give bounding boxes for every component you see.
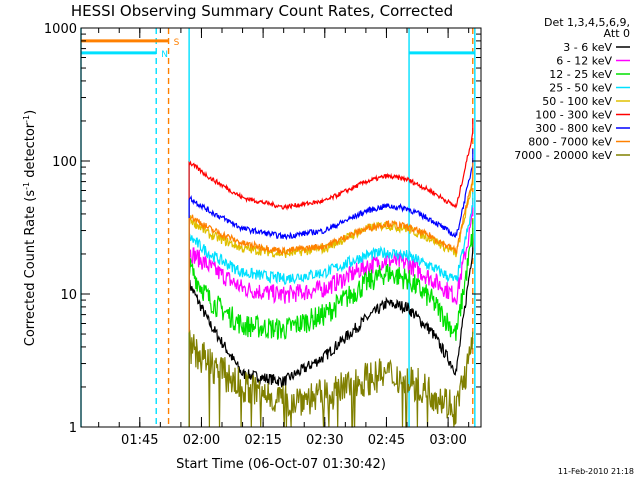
x-tick-label: 03:00 [429, 433, 466, 448]
x-tick-label: 02:15 [244, 433, 281, 448]
flag-label-0: S [174, 38, 180, 48]
legend-label-0: 3 - 6 keV [563, 41, 612, 54]
series-line-2 [188, 219, 474, 427]
legend-label-5: 100 - 300 keV [535, 109, 612, 122]
legend-label-7: 800 - 7000 keV [528, 136, 612, 149]
legend-label-2: 12 - 25 keV [549, 68, 612, 81]
legend-label-3: 25 - 50 keV [549, 82, 612, 95]
legend-label-1: 6 - 12 keV [556, 55, 612, 68]
series-line-6 [188, 148, 474, 427]
y-tick-label: 1 [69, 421, 77, 436]
x-tick-label: 02:45 [368, 433, 405, 448]
axes: 1 10 100 1000 01:45 02:00 02:15 02:30 02:45 03:00 [44, 22, 482, 448]
y-tick-label: 100 [52, 155, 77, 170]
series-line-1 [188, 201, 474, 427]
x-tick-label: 02:00 [183, 433, 220, 448]
y-axis-label: Corrected Count Rate (s-1 detector-1) [22, 110, 38, 346]
flag-label-1: N [161, 50, 168, 60]
legend-header-1: Det 1,3,4,5,6,9, [544, 16, 630, 29]
chart-title: HESSI Observing Summary Count Rates, Cor… [71, 2, 453, 20]
timestamp: 11-Feb-2010 21:18 [558, 467, 634, 476]
legend-label-6: 300 - 800 keV [535, 122, 612, 135]
x-axis-label: Start Time (06-Oct-07 01:30:42) [176, 457, 386, 472]
y-tick-label: 1000 [44, 22, 77, 37]
plot-area: SN [80, 28, 476, 428]
y-tick-label: 10 [60, 288, 77, 303]
legend-label-4: 50 - 100 keV [542, 95, 612, 108]
x-tick-label: 02:30 [306, 433, 343, 448]
series-line-4 [188, 166, 474, 427]
series-line-5 [188, 118, 474, 427]
series-line-8 [188, 329, 474, 428]
series-line-3 [188, 192, 474, 427]
legend-label-8: 7000 - 20000 keV [514, 149, 612, 162]
legend-header-2: Att 0 [604, 27, 630, 40]
plot-frame [80, 27, 482, 428]
series-line-7 [188, 162, 474, 427]
x-tick-label: 01:45 [121, 433, 158, 448]
series-line-0 [188, 233, 474, 427]
